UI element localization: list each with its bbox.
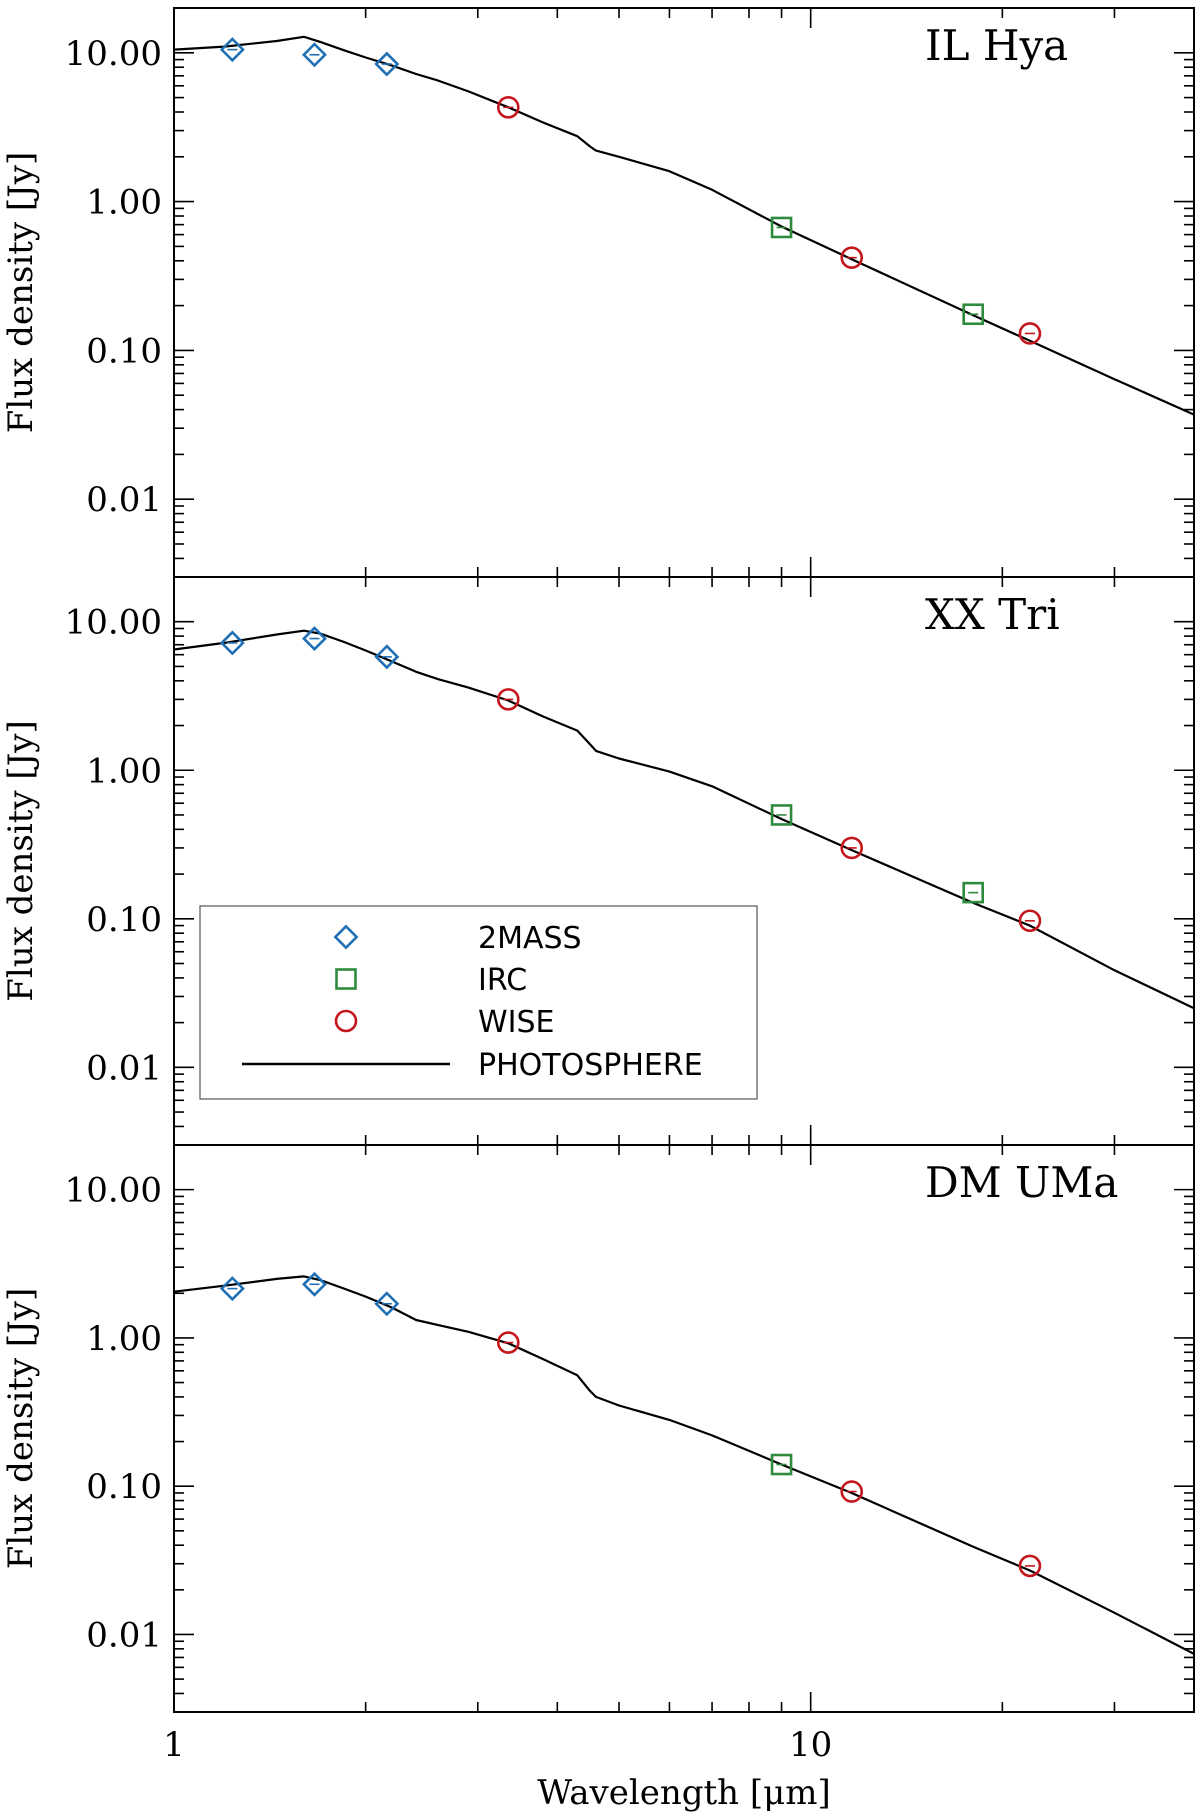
- data-point-wise: [496, 688, 520, 711]
- data-point-irc: [770, 1453, 793, 1476]
- legend: 2MASS IRC WISE PHOTOSPHERE: [199, 905, 758, 1100]
- y-axis-title: Flux density [Jy]: [1, 152, 41, 434]
- y-tick-label: 1.00: [86, 751, 162, 791]
- data-point-2mass: [219, 630, 245, 656]
- legend-marker-irc: [335, 968, 357, 990]
- data-point-2mass: [302, 1271, 327, 1297]
- data-point-irc: [770, 216, 793, 239]
- y-tick-label: 10.00: [65, 1171, 162, 1211]
- data-point-wise: [496, 96, 520, 119]
- y-tick-label: 0.10: [86, 900, 162, 940]
- legend-marker-2mass: [333, 924, 359, 950]
- data-point-wise: [1018, 1554, 1042, 1578]
- data-point-2mass: [374, 51, 400, 77]
- data-point-2mass: [302, 626, 327, 652]
- y-tick-label: 0.01: [86, 480, 162, 520]
- data-point-irc: [770, 804, 793, 826]
- x-tick-label: 1: [163, 1725, 185, 1765]
- data-point-irc: [962, 881, 985, 904]
- legend-label: PHOTOSPHERE: [478, 1048, 703, 1083]
- data-point-wise: [840, 1480, 864, 1503]
- data-point-2mass: [219, 1276, 245, 1302]
- panel-2: 0.01 0.10 1.00 10.00 Flux density [Jy] XX Tri…: [1, 576, 1195, 1146]
- x-axis-title: Wavelength [μm]: [537, 1773, 830, 1813]
- legend-label: IRC: [478, 963, 527, 998]
- y-tick-label: 0.01: [86, 1048, 162, 1088]
- data-point-wise: [1018, 909, 1042, 933]
- plot-frame: [173, 1144, 1195, 1713]
- data-point-wise: [840, 836, 864, 860]
- y-axis-title: Flux density [Jy]: [1, 1288, 41, 1570]
- panel-3: 0.01 0.10 1.00 10.00 1 10 Flux density [Jy] DM …: [1, 1144, 1195, 1813]
- y-axis-title: Flux density [Jy]: [1, 720, 41, 1002]
- plot-frame: [173, 7, 1195, 578]
- series-photosphere-line: [173, 35, 1195, 416]
- legend-label: WISE: [478, 1005, 555, 1040]
- legend-marker-wise: [334, 1009, 358, 1033]
- x-tick-label: 10: [789, 1725, 832, 1765]
- data-point-wise: [840, 246, 864, 269]
- panel-title: IL Hya: [925, 21, 1068, 70]
- y-tick-label: 1.00: [86, 1319, 162, 1359]
- y-tick-label: 0.10: [86, 331, 162, 371]
- data-point-2mass: [302, 42, 327, 68]
- data-point-irc: [962, 303, 985, 326]
- series-photosphere-line: [173, 1275, 1195, 1655]
- y-tick-label: 0.10: [86, 1467, 162, 1507]
- y-tick-label: 10.00: [65, 603, 162, 643]
- data-point-wise: [1018, 322, 1042, 345]
- y-tick-label: 0.01: [86, 1615, 162, 1655]
- legend-label: 2MASS: [478, 921, 582, 956]
- data-point-wise: [496, 1331, 520, 1354]
- panel-title: XX Tri: [925, 590, 1060, 639]
- legend-box: [199, 905, 758, 1100]
- data-point-2mass: [374, 1291, 400, 1317]
- panel-1: 0.01 0.10 1.00 10.00 Flux density [Jy] IL Hya: [1, 7, 1195, 578]
- data-point-2mass: [219, 37, 245, 63]
- data-point-2mass: [374, 644, 400, 670]
- y-tick-label: 1.00: [86, 183, 162, 223]
- y-tick-label: 10.00: [65, 34, 162, 74]
- panel-title: DM UMa: [925, 1158, 1118, 1207]
